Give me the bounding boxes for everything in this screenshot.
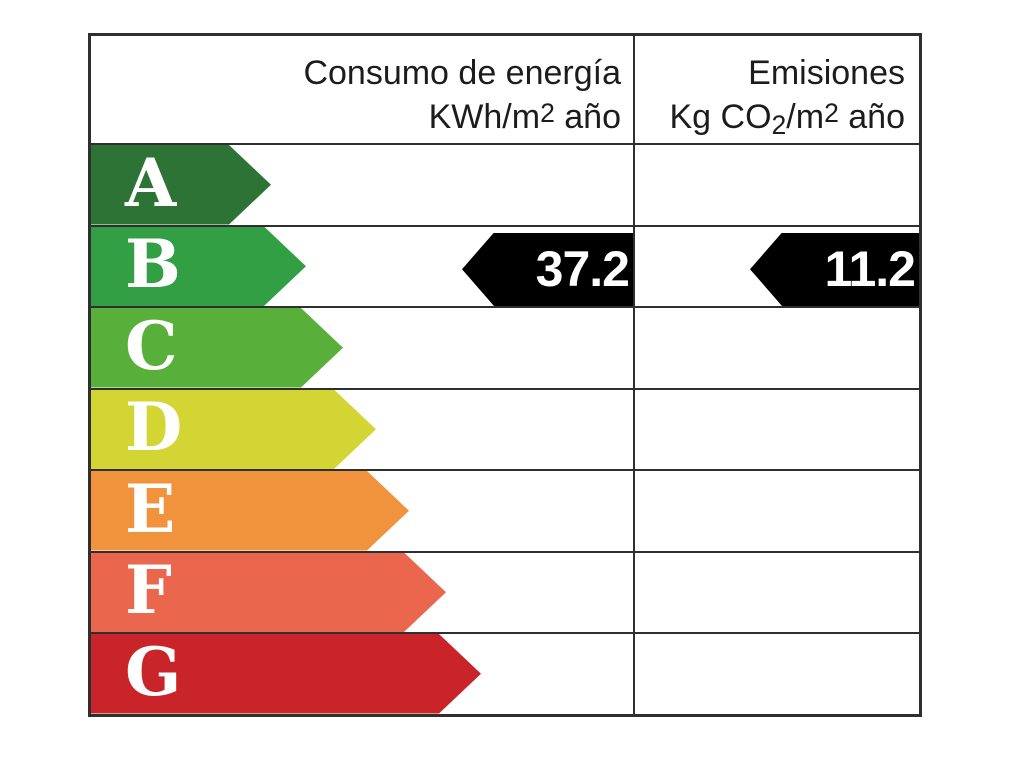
rating-letter-e: E xyxy=(125,469,176,548)
emisiones-header-unit: Kg CO2/m2 año xyxy=(669,98,905,140)
table-header: Consumo de energía KWh/m2 año Emisiones … xyxy=(91,36,919,143)
rating-row-d: D xyxy=(91,387,919,470)
column-divider xyxy=(633,36,635,714)
rating-row-f: F xyxy=(91,550,919,633)
consumo-header-unit: KWh/m2 año xyxy=(428,98,621,136)
rating-bar-f: F xyxy=(91,553,446,633)
rating-bar-c: C xyxy=(91,308,343,388)
energy-rating-table: Consumo de energía KWh/m2 año Emisiones … xyxy=(88,33,922,717)
rating-letter-f: F xyxy=(125,551,172,630)
emisiones-header-title: Emisiones xyxy=(748,54,905,92)
rating-bar-e: E xyxy=(91,471,409,551)
rating-bar-b: B xyxy=(91,227,306,307)
rating-row-g: G xyxy=(91,632,919,714)
consumo-value: 37.2 xyxy=(535,241,630,298)
emisiones-value: 11.2 xyxy=(824,241,916,298)
consumo-value-arrow: 37.2 xyxy=(462,232,633,306)
rating-bar-g: G xyxy=(91,634,481,714)
rating-row-c: C xyxy=(91,306,919,388)
rating-letter-d: D xyxy=(125,388,183,467)
rating-letter-b: B xyxy=(125,225,181,304)
emisiones-header: Emisiones Kg CO2/m2 año xyxy=(635,36,919,143)
rating-letter-c: C xyxy=(125,306,178,385)
rating-bar-d: D xyxy=(91,390,376,470)
rating-row-b: B 37.2 11.2 xyxy=(91,224,919,307)
rating-row-a: A xyxy=(91,143,919,225)
consumo-header-title: Consumo de energía xyxy=(303,54,621,92)
rating-bar-a: A xyxy=(91,145,271,225)
emisiones-value-arrow: 11.2 xyxy=(750,232,919,306)
rating-row-e: E xyxy=(91,469,919,551)
rating-letter-a: A xyxy=(125,143,177,222)
consumo-header: Consumo de energía KWh/m2 año xyxy=(91,36,635,143)
rating-letter-g: G xyxy=(125,632,182,711)
